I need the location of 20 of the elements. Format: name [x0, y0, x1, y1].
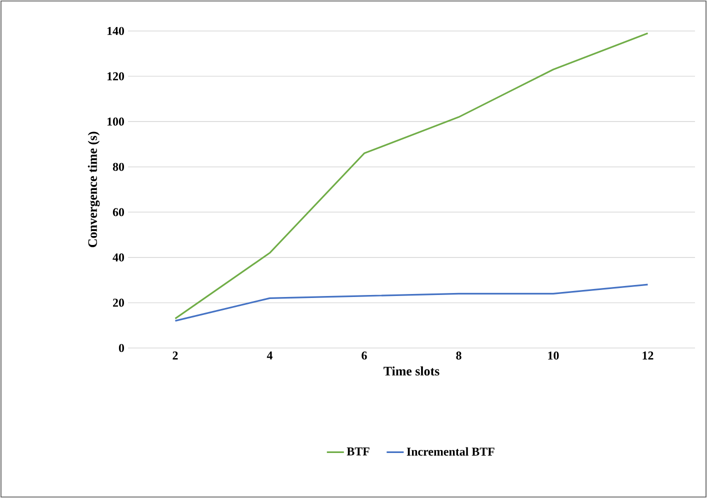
y-tick-label: 0: [118, 344, 124, 352]
x-tick-label: 2: [172, 352, 178, 360]
y-tick-label: 140: [108, 26, 124, 36]
y-tick-label: 60: [112, 208, 124, 216]
y-axis-title: Convergence time (s): [88, 132, 100, 248]
line-series: [174, 284, 649, 322]
x-tick-label: 6: [362, 352, 367, 360]
x-tick-label: 12: [642, 352, 654, 360]
y-tick-label: 40: [112, 253, 124, 262]
y-tick-label: 20: [113, 298, 124, 307]
x-tick-label: 4: [266, 352, 273, 360]
legend-label: Incremental BTF: [406, 447, 494, 456]
y-tick-label: 80: [112, 162, 124, 171]
x-axis-title: Time slots: [384, 366, 440, 376]
x-tick-label: 10: [548, 352, 559, 360]
legend-label: BTF: [346, 448, 370, 456]
line-series: [174, 32, 649, 320]
y-tick-label: 120: [108, 72, 124, 80]
y-tick-label: 100: [108, 118, 124, 126]
x-tick-label: 8: [456, 352, 462, 360]
